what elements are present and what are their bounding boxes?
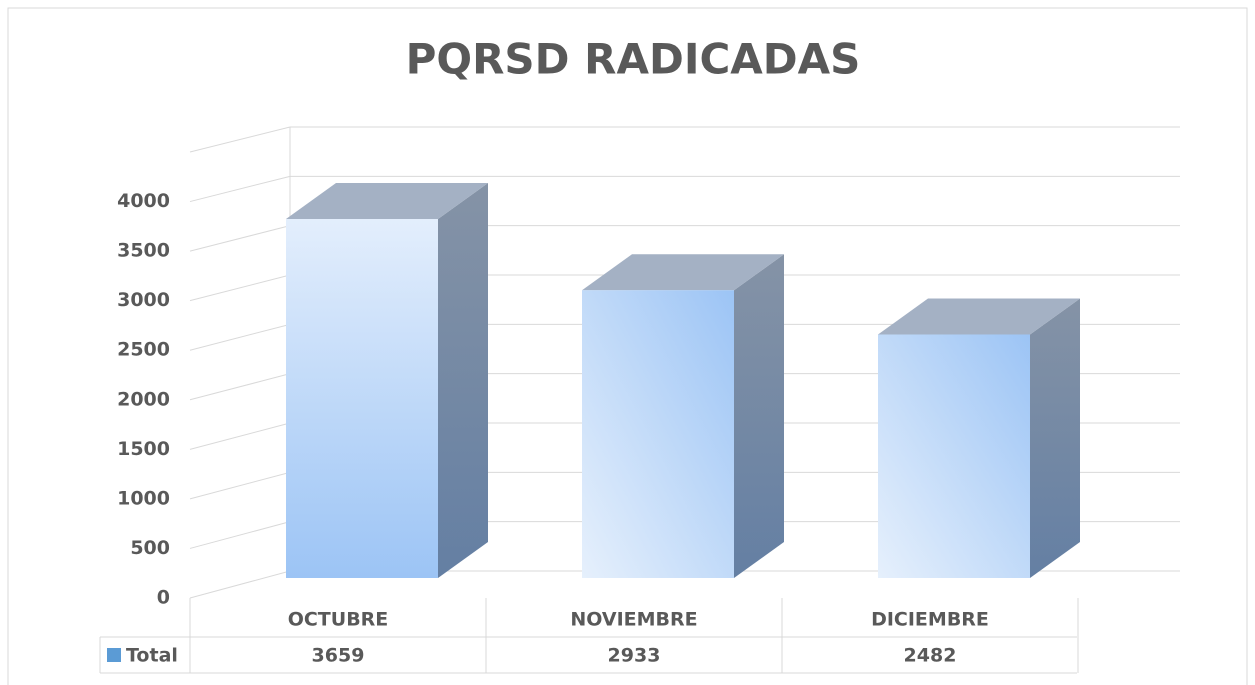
y-tick-label: 4000	[117, 190, 170, 212]
x-tick-label: DICIEMBRE	[871, 609, 989, 631]
grid-diagonal	[189, 175, 291, 203]
y-tick-label: 1000	[117, 487, 170, 509]
grid-diagonal	[189, 274, 291, 302]
grid-diagonal	[189, 471, 291, 500]
bar-top	[582, 254, 784, 291]
bar	[878, 334, 1030, 578]
y-tick-label: 3000	[117, 289, 170, 311]
y-tick-label: 0	[157, 587, 170, 609]
y-tick-label: 500	[130, 537, 170, 559]
y-tick-label: 1500	[117, 438, 170, 460]
table-value: 2933	[608, 645, 661, 667]
bar-side	[438, 183, 488, 578]
y-tick-label: 2500	[117, 339, 170, 361]
grid-diagonal	[189, 570, 291, 599]
grid-diagonal	[189, 323, 291, 351]
x-tick-label: NOVIEMBRE	[570, 609, 697, 631]
grid-diagonal	[189, 225, 291, 252]
legend-key	[107, 648, 121, 662]
y-tick-label: 2000	[117, 388, 170, 410]
legend-label: Total	[126, 645, 178, 667]
bar-side	[1030, 298, 1080, 578]
x-tick-label: OCTUBRE	[288, 609, 389, 631]
table-value: 2482	[904, 645, 957, 667]
wall-top-diagonal	[189, 126, 291, 153]
grid-diagonal	[189, 373, 291, 401]
bar-top	[878, 298, 1080, 335]
bar-top	[286, 183, 488, 220]
bar-side	[734, 254, 784, 578]
bar	[582, 290, 734, 578]
chart-title: PQRSD RADICADAS	[406, 35, 861, 84]
bar	[286, 219, 438, 578]
table-value: 3659	[312, 645, 365, 667]
grid-diagonal	[189, 521, 291, 549]
y-tick-label: 3500	[117, 240, 170, 262]
grid-diagonal	[189, 422, 291, 450]
